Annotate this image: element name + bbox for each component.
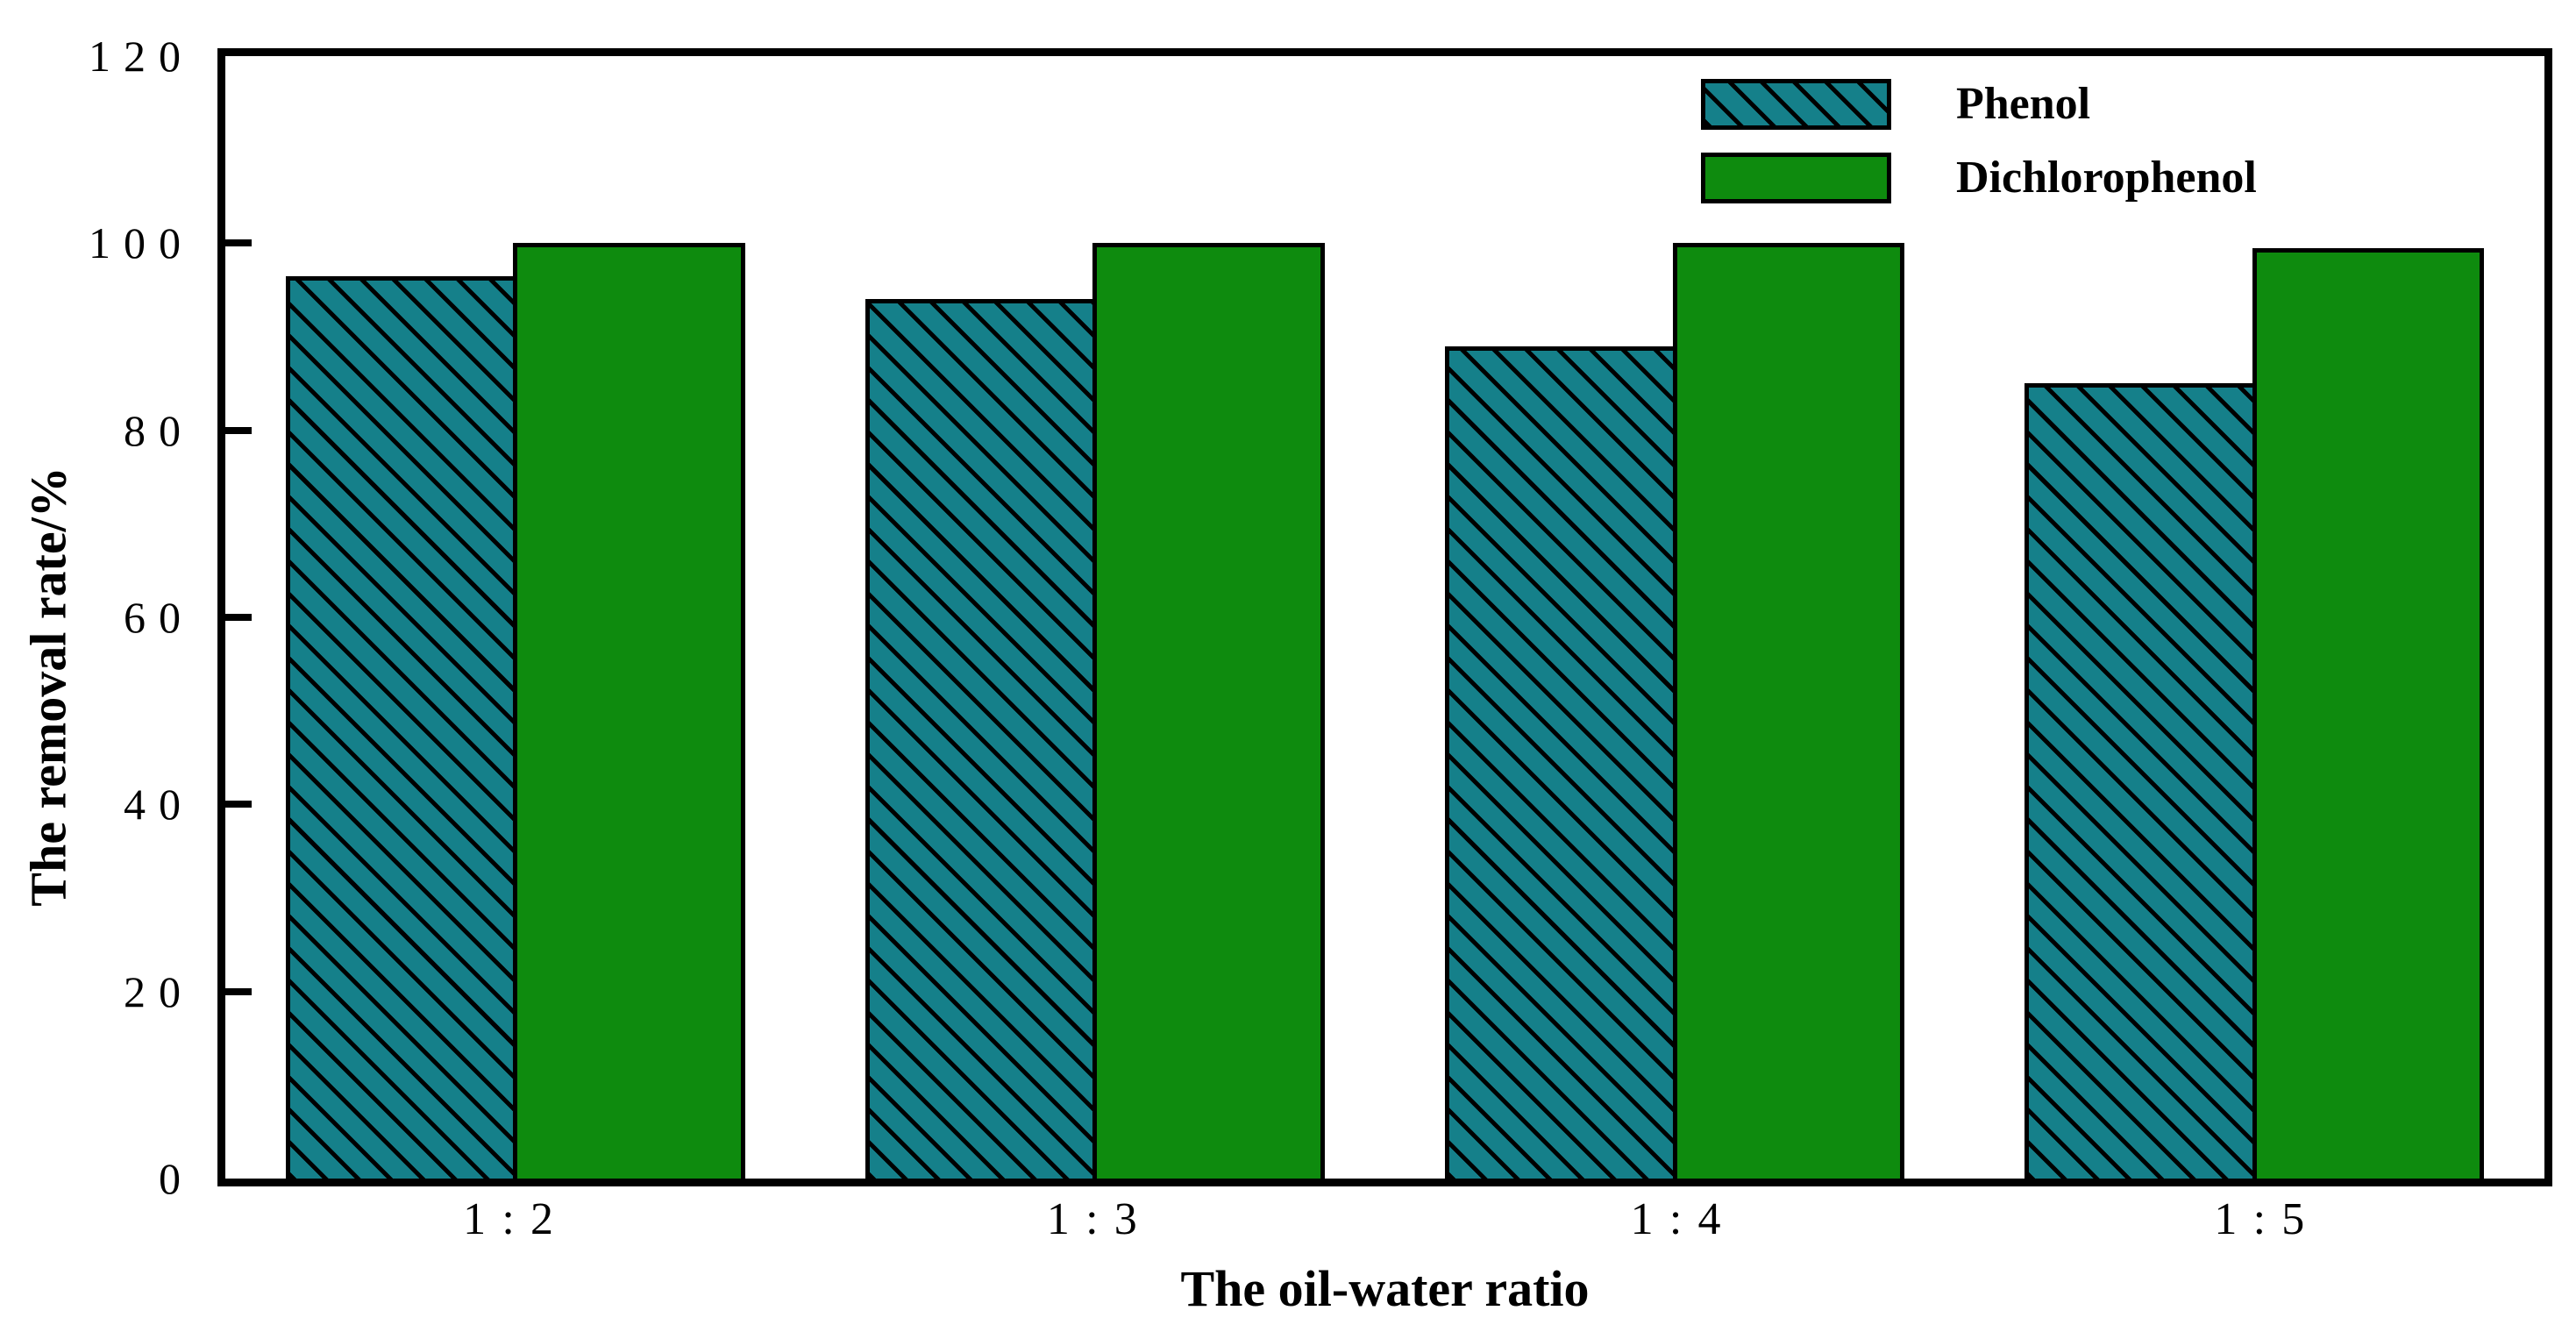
y-tick-label: 120 <box>89 32 194 81</box>
legend-label: Dichlorophenol <box>1956 153 2257 203</box>
bar-phenol-1:4 <box>1445 345 1677 1179</box>
bars <box>225 56 2544 1179</box>
y-tick-mark <box>225 426 252 434</box>
y-tick-label: 40 <box>124 780 194 830</box>
x-tick-label: 1 : 5 <box>2214 1194 2307 1244</box>
bar-phenol-1:5 <box>2025 383 2257 1179</box>
bar-dichlorophenol-1:5 <box>2252 247 2485 1179</box>
x-tick-label: 1 : 2 <box>463 1194 556 1244</box>
bar-dichlorophenol-1:3 <box>1092 243 1325 1179</box>
legend-swatch-dichlorophenol <box>1701 153 1891 203</box>
x-tick-labels: 1 : 2 1 : 3 1 : 4 1 : 5 <box>217 1194 2552 1244</box>
y-tick-label: 80 <box>124 405 194 455</box>
y-tick-mark <box>225 614 252 621</box>
legend: Phenol Dichlorophenol <box>1701 79 2257 203</box>
x-axis-title: The oil-water ratio <box>1180 1260 1590 1317</box>
bar-group <box>225 56 805 1179</box>
y-tick-labels: 0 20 40 60 80 100 120 <box>0 34 181 1200</box>
bar-group <box>805 56 1384 1179</box>
bar-dichlorophenol-1:4 <box>1672 243 1905 1179</box>
y-tick-label: 60 <box>124 593 194 642</box>
bar-group <box>1965 56 2544 1179</box>
x-tick-label: 1 : 3 <box>1046 1194 1140 1244</box>
legend-item: Phenol <box>1701 79 2257 130</box>
bar-group <box>1385 56 1965 1179</box>
y-tick-mark <box>225 987 252 995</box>
y-tick-label: 0 <box>159 1154 194 1203</box>
plot-area <box>217 48 2552 1186</box>
y-tick-label: 20 <box>124 966 194 1016</box>
legend-label: Phenol <box>1956 79 2091 129</box>
bar-dichlorophenol-1:2 <box>513 243 745 1179</box>
bar-phenol-1:2 <box>285 275 518 1179</box>
y-tick-mark <box>225 801 252 808</box>
legend-item: Dichlorophenol <box>1701 153 2257 203</box>
y-tick-marks <box>225 56 2544 1179</box>
plot-inner <box>225 56 2544 1179</box>
x-tick-label: 1 : 4 <box>1630 1194 1724 1244</box>
y-tick-label: 100 <box>89 218 194 268</box>
legend-swatch-phenol <box>1701 79 1891 130</box>
y-tick-mark <box>225 239 252 247</box>
